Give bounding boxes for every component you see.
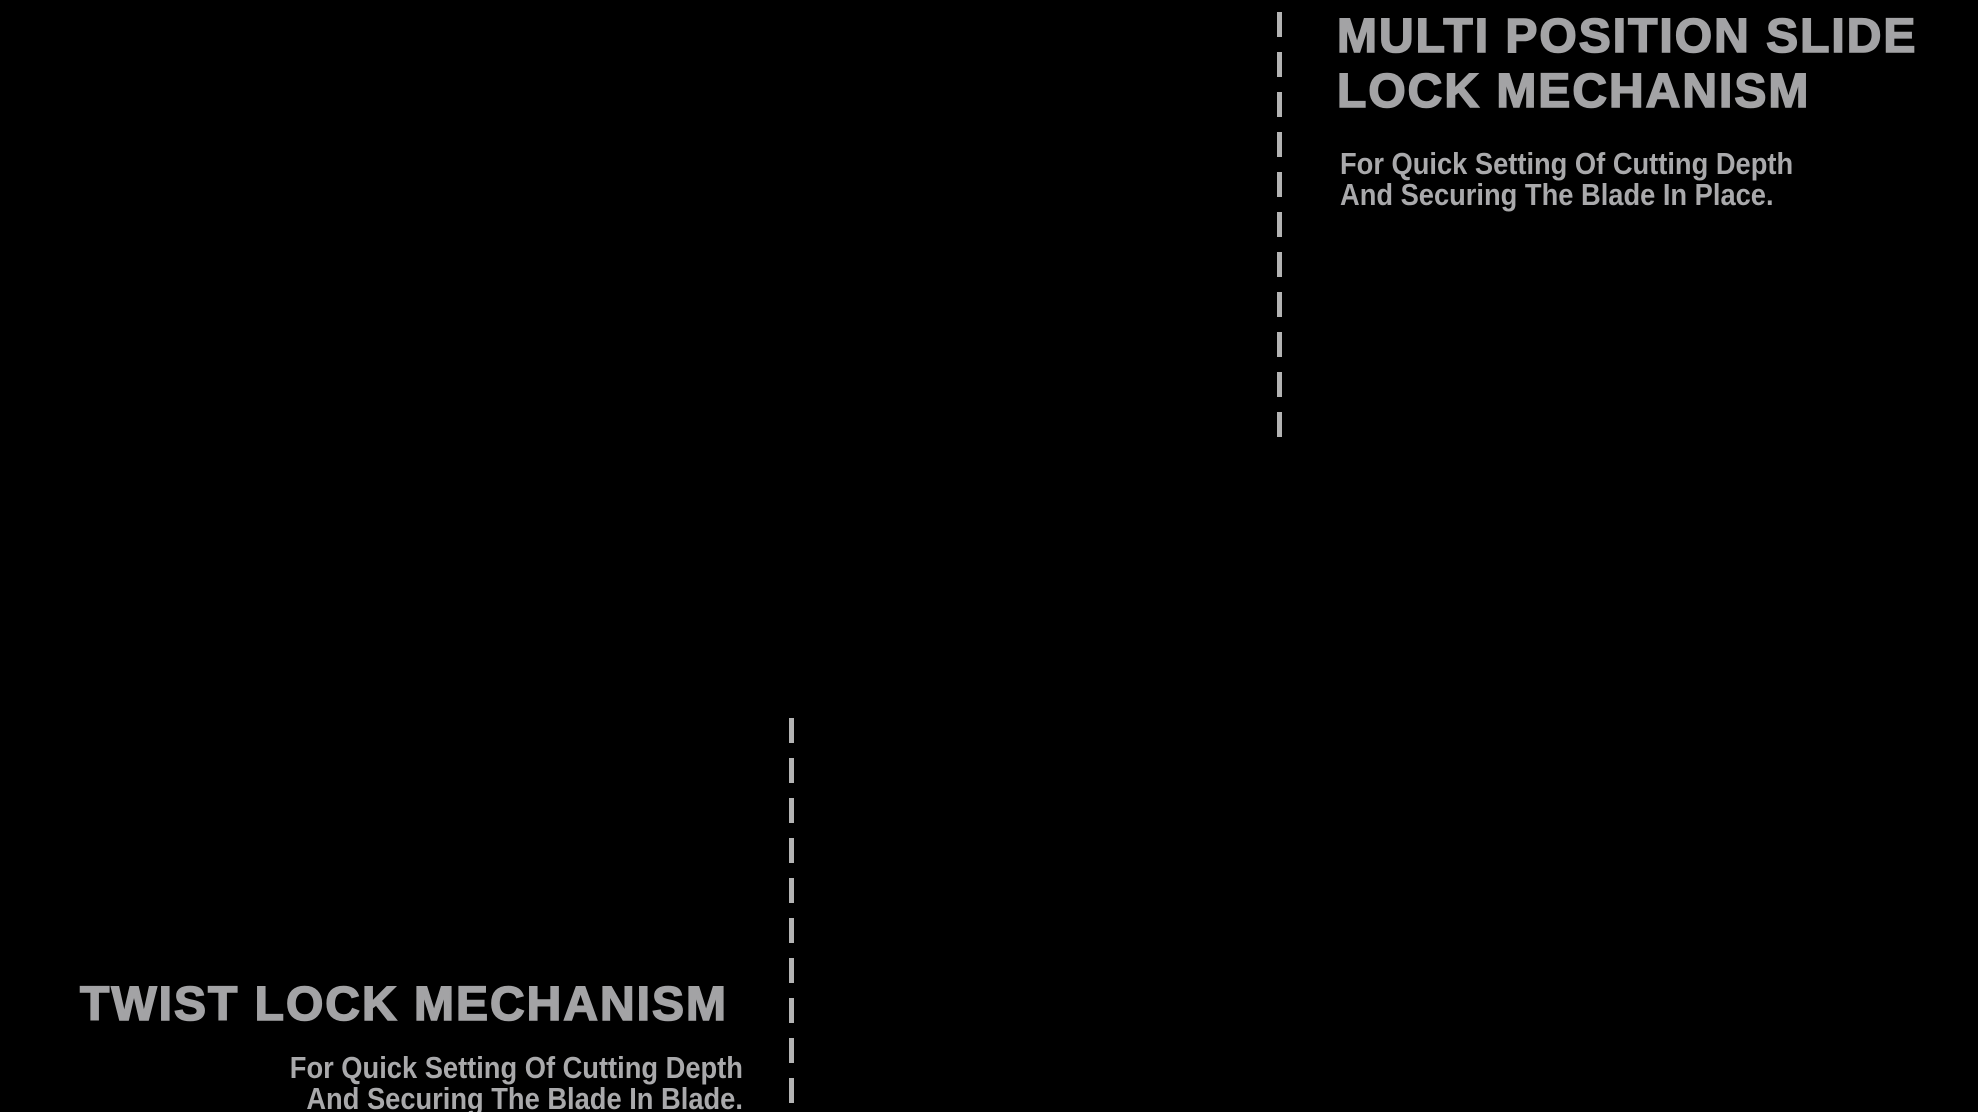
callout-title-line: MULTI POSITION SLIDE — [1336, 9, 1918, 64]
callout-title-line: LOCK MECHANISM — [1336, 64, 1811, 119]
callout-title-line: TWIST LOCK MECHANISM — [79, 977, 728, 1032]
dashed-leader-line-top — [1277, 12, 1282, 445]
callout-description: For Quick Setting Of Cutting Depth And S… — [1340, 148, 1793, 210]
callout-description-line: For Quick Setting Of Cutting Depth — [1340, 146, 1794, 181]
callout-title: TWIST LOCK MECHANISM — [79, 977, 728, 1032]
callout-description-line: For Quick Setting Of Cutting Depth — [289, 1050, 743, 1085]
callout-description: For Quick Setting Of Cutting Depth And S… — [290, 1052, 743, 1112]
dashed-leader-line-bottom — [789, 718, 794, 1112]
callout-title: MULTI POSITION SLIDE LOCK MECHANISM — [1336, 9, 1918, 119]
callout-description-line: And Securing The Blade In Place. — [1340, 177, 1774, 212]
callout-description-line: And Securing The Blade In Blade. — [306, 1081, 743, 1112]
